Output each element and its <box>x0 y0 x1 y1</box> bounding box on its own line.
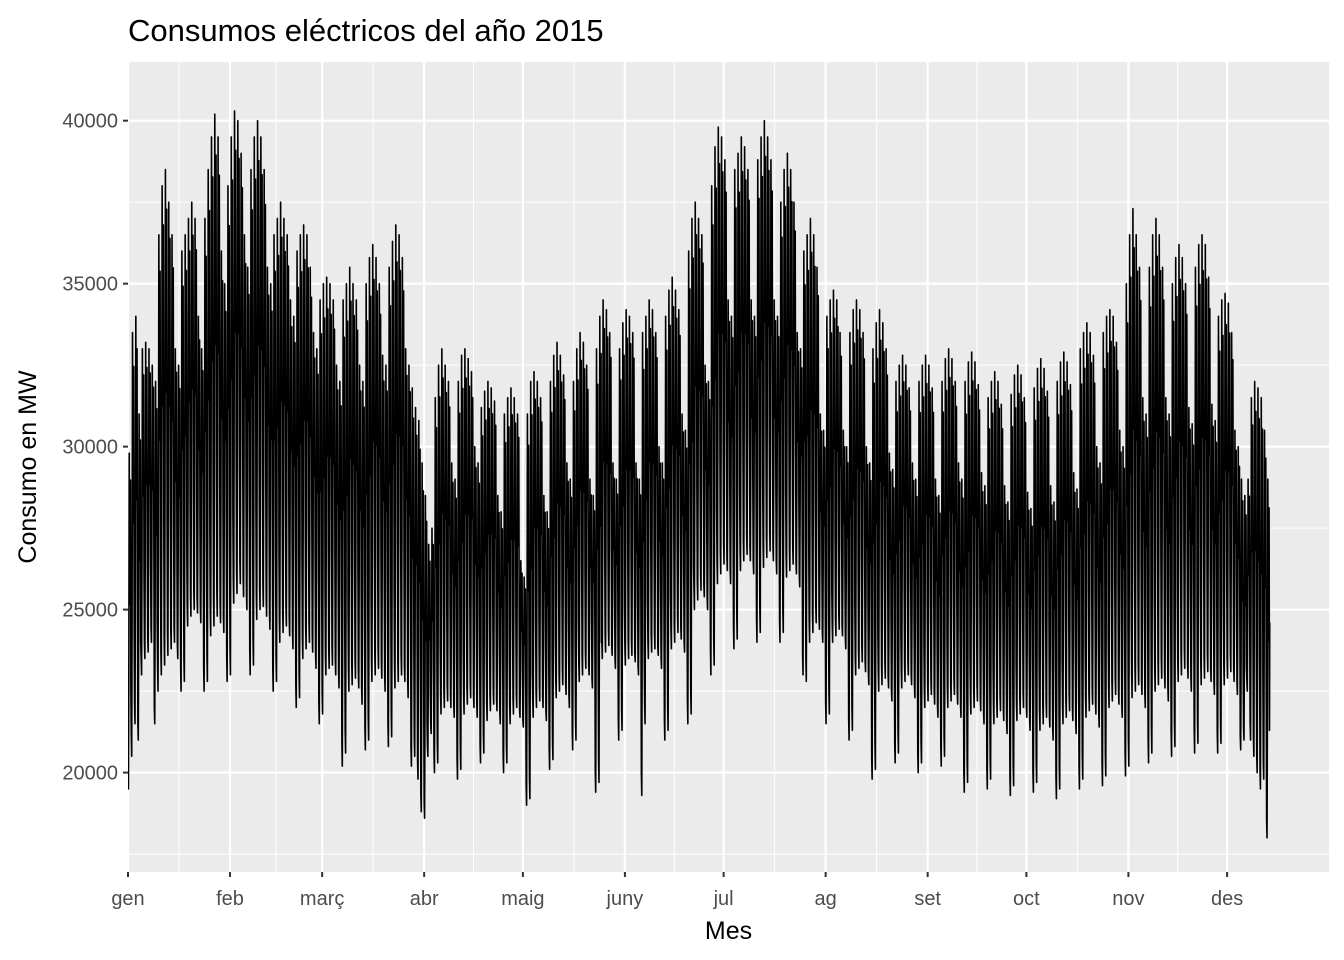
chart-title: Consumos eléctricos del año 2015 <box>128 13 604 48</box>
x-tick-label: juny <box>606 888 644 910</box>
x-tick-label: març <box>300 888 344 910</box>
x-tick-label: nov <box>1112 888 1144 910</box>
y-tick-label: 20000 <box>62 763 118 785</box>
x-tick-label: maig <box>501 888 544 910</box>
x-tick-label: set <box>914 888 941 910</box>
y-tick-label: 35000 <box>62 274 118 296</box>
x-tick-label: jul <box>713 888 734 910</box>
x-axis: gen feb març abr maig juny jul ag set oct nov des <box>111 872 1243 910</box>
y-tick-label: 40000 <box>62 111 118 133</box>
series-layer <box>128 110 1271 839</box>
y-tick-label: 30000 <box>62 437 118 459</box>
x-tick-label: gen <box>111 888 144 910</box>
x-tick-label: feb <box>216 888 244 910</box>
y-tick-label: 25000 <box>62 600 118 622</box>
y-axis-title: Consumo en MW <box>14 370 42 564</box>
x-tick-label: ag <box>815 888 837 910</box>
consumption-series-line <box>128 110 1271 839</box>
x-tick-label: abr <box>410 888 439 910</box>
x-tick-label: des <box>1211 888 1243 910</box>
x-axis-title: Mes <box>705 917 752 945</box>
x-tick-label: oct <box>1013 888 1040 910</box>
y-axis: 20000 25000 30000 35000 40000 <box>62 111 128 785</box>
